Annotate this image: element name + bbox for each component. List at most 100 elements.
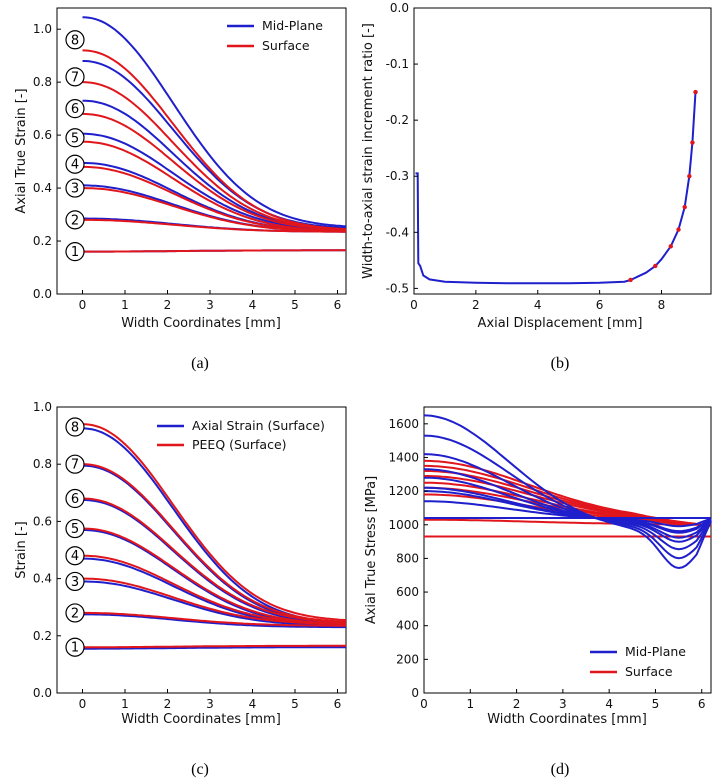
legend-d-mid: Mid-Plane <box>625 644 686 659</box>
ytick-label-2: 0.2 <box>33 629 52 643</box>
ytick-label-3: 0 <box>411 686 419 700</box>
xtick-label-3: 0 <box>420 697 428 711</box>
ytick-label-0: 0.6 <box>33 128 52 142</box>
ylabel-a: Axial True Strain [-] <box>14 88 29 213</box>
ylabel-c: Strain [-] <box>14 521 29 578</box>
axial-strain-line-7 <box>82 464 347 625</box>
xtick-label-3: 3 <box>559 697 567 711</box>
xtick-label-1: 2 <box>472 298 480 312</box>
xtick-label-3: 1 <box>466 697 474 711</box>
ytick-label-3: 600 <box>396 585 419 599</box>
ylabel-b: Width-to-axial strain increment ratio [-… <box>361 23 376 279</box>
panel-c: 0 1 2 3 4 5 6 0.0 0.2 0.4 0.6 0.8 1.0 1 2 3 4 5 6 7 8 Width… <box>14 400 347 778</box>
axial-strain-line-6 <box>82 498 347 625</box>
xtick-label-0: 6 <box>334 298 342 312</box>
ratio-marker-6 <box>687 174 692 179</box>
stage-label-c-7: 7 <box>71 458 79 473</box>
stage-circle-a-4 <box>65 154 85 174</box>
ytick-label-0: 0.2 <box>33 234 52 248</box>
ratio-marker-4 <box>676 227 681 232</box>
ratio-marker-5 <box>682 204 687 210</box>
stage-circle-a-7 <box>65 67 85 87</box>
stage-circle-c-3 <box>65 571 85 592</box>
ytick-label-2: 0.0 <box>33 686 52 700</box>
ytick-label-0: 0.0 <box>33 287 52 301</box>
panel-d: 0 1 2 3 4 5 6 0 200 400 600 800 1000 1200 1400 1600 Wid… <box>364 406 712 778</box>
ytick-label-3: 1200 <box>388 484 419 498</box>
legend-c-peeq: PEEQ (Surface) <box>192 437 287 452</box>
stage-circle-a-2 <box>65 210 85 230</box>
axial-strain-line-1 <box>82 646 346 650</box>
stage-circle-c-7 <box>65 454 85 474</box>
panel-b: 0 2 4 6 8 0.0 -0.1 -0.2 -0.3 -0.4 -0.5 Axial Displ… <box>361 1 712 372</box>
stage-label-c-8: 8 <box>71 421 79 436</box>
panel-a: 0 1 2 3 4 5 6 0.0 0.2 0.4 0.6 0.8 1.0 1 2 3 4 5 6 7 8 Width… <box>14 7 347 372</box>
ytick-label-2: 0.8 <box>33 457 52 471</box>
ytick-label-1: -0.5 <box>386 281 409 295</box>
xtick-label-2: 4 <box>249 697 257 711</box>
stage-circle-c-6 <box>65 488 85 509</box>
xtick-label-0: 4 <box>249 298 257 312</box>
caption-b: (b) <box>551 355 570 372</box>
ytick-label-0: 1.0 <box>33 22 52 36</box>
mid-plane-line-8 <box>82 16 347 228</box>
ratio-marker-1 <box>628 277 633 283</box>
stage-label-c-5: 5 <box>71 522 79 537</box>
ytick-label-0: 0.8 <box>33 75 52 89</box>
legend-c-axial: Axial Strain (Surface) <box>192 418 325 433</box>
curves-d <box>423 414 712 570</box>
stress-mid-line-7 <box>423 453 712 551</box>
xtick-label-0: 5 <box>291 298 299 312</box>
xtick-label-2: 6 <box>334 697 342 711</box>
xtick-label-3: 6 <box>698 697 706 711</box>
ytick-label-2: 1.0 <box>33 400 52 414</box>
plot-area-c <box>56 406 347 694</box>
ytick-label-3: 1600 <box>388 417 419 431</box>
stage-circle-a-6 <box>65 99 85 119</box>
ratio-marker-3 <box>668 244 673 249</box>
curves-a <box>82 16 347 253</box>
ytick-label-3: 1000 <box>388 518 419 532</box>
xlabel-d: Width Coordinates [mm] <box>487 712 647 727</box>
stage-circle-c-8 <box>65 417 85 437</box>
plot-area-a <box>56 7 347 295</box>
ratio-marker-7 <box>690 140 695 145</box>
surface-line-6 <box>82 112 347 231</box>
stage-label-c-4: 4 <box>71 549 79 564</box>
legend-c: Axial Strain (Surface) PEEQ (Surface) <box>157 418 325 452</box>
xtick-label-3: 5 <box>652 697 660 711</box>
peeq-line-8 <box>82 423 347 622</box>
peeq-line-7 <box>82 463 347 623</box>
ytick-label-1: -0.3 <box>386 169 409 183</box>
xtick-label-1: 8 <box>658 298 666 312</box>
legend-a-surf: Surface <box>262 38 310 53</box>
mid-plane-line-5 <box>82 132 346 231</box>
ratio-line <box>415 92 697 285</box>
ylabel-d: Axial True Stress [MPa] <box>364 476 379 624</box>
xtick-label-2: 1 <box>121 697 129 711</box>
ytick-label-0: 0.4 <box>33 181 52 195</box>
ytick-label-3: 1400 <box>388 450 419 464</box>
stress-surface-line-9 <box>423 459 712 527</box>
stage-circle-c-1 <box>65 637 85 657</box>
ytick-label-3: 800 <box>396 551 419 565</box>
stage-label-c-6: 6 <box>71 492 79 507</box>
xtick-label-0: 1 <box>121 298 129 312</box>
xtick-label-0: 0 <box>79 298 87 312</box>
stage-label-c-2: 2 <box>71 606 79 621</box>
legend-a: Mid-Plane Surface <box>227 18 323 53</box>
caption-a: (a) <box>191 355 209 372</box>
xlabel-c: Width Coordinates [mm] <box>121 712 281 727</box>
surface-line-2 <box>82 218 346 233</box>
ytick-label-2: 0.6 <box>33 514 52 528</box>
xtick-label-1: 4 <box>534 298 542 312</box>
stress-mid-line-2 <box>424 500 712 528</box>
stage-label-a-3: 3 <box>71 182 79 197</box>
curves-b <box>415 89 698 285</box>
axial-strain-line-2 <box>82 613 346 629</box>
peeq-line-6 <box>82 497 347 623</box>
stage-circle-c-5 <box>65 518 85 539</box>
surface-line-1 <box>82 249 346 253</box>
stage-label-a-4: 4 <box>71 158 79 173</box>
